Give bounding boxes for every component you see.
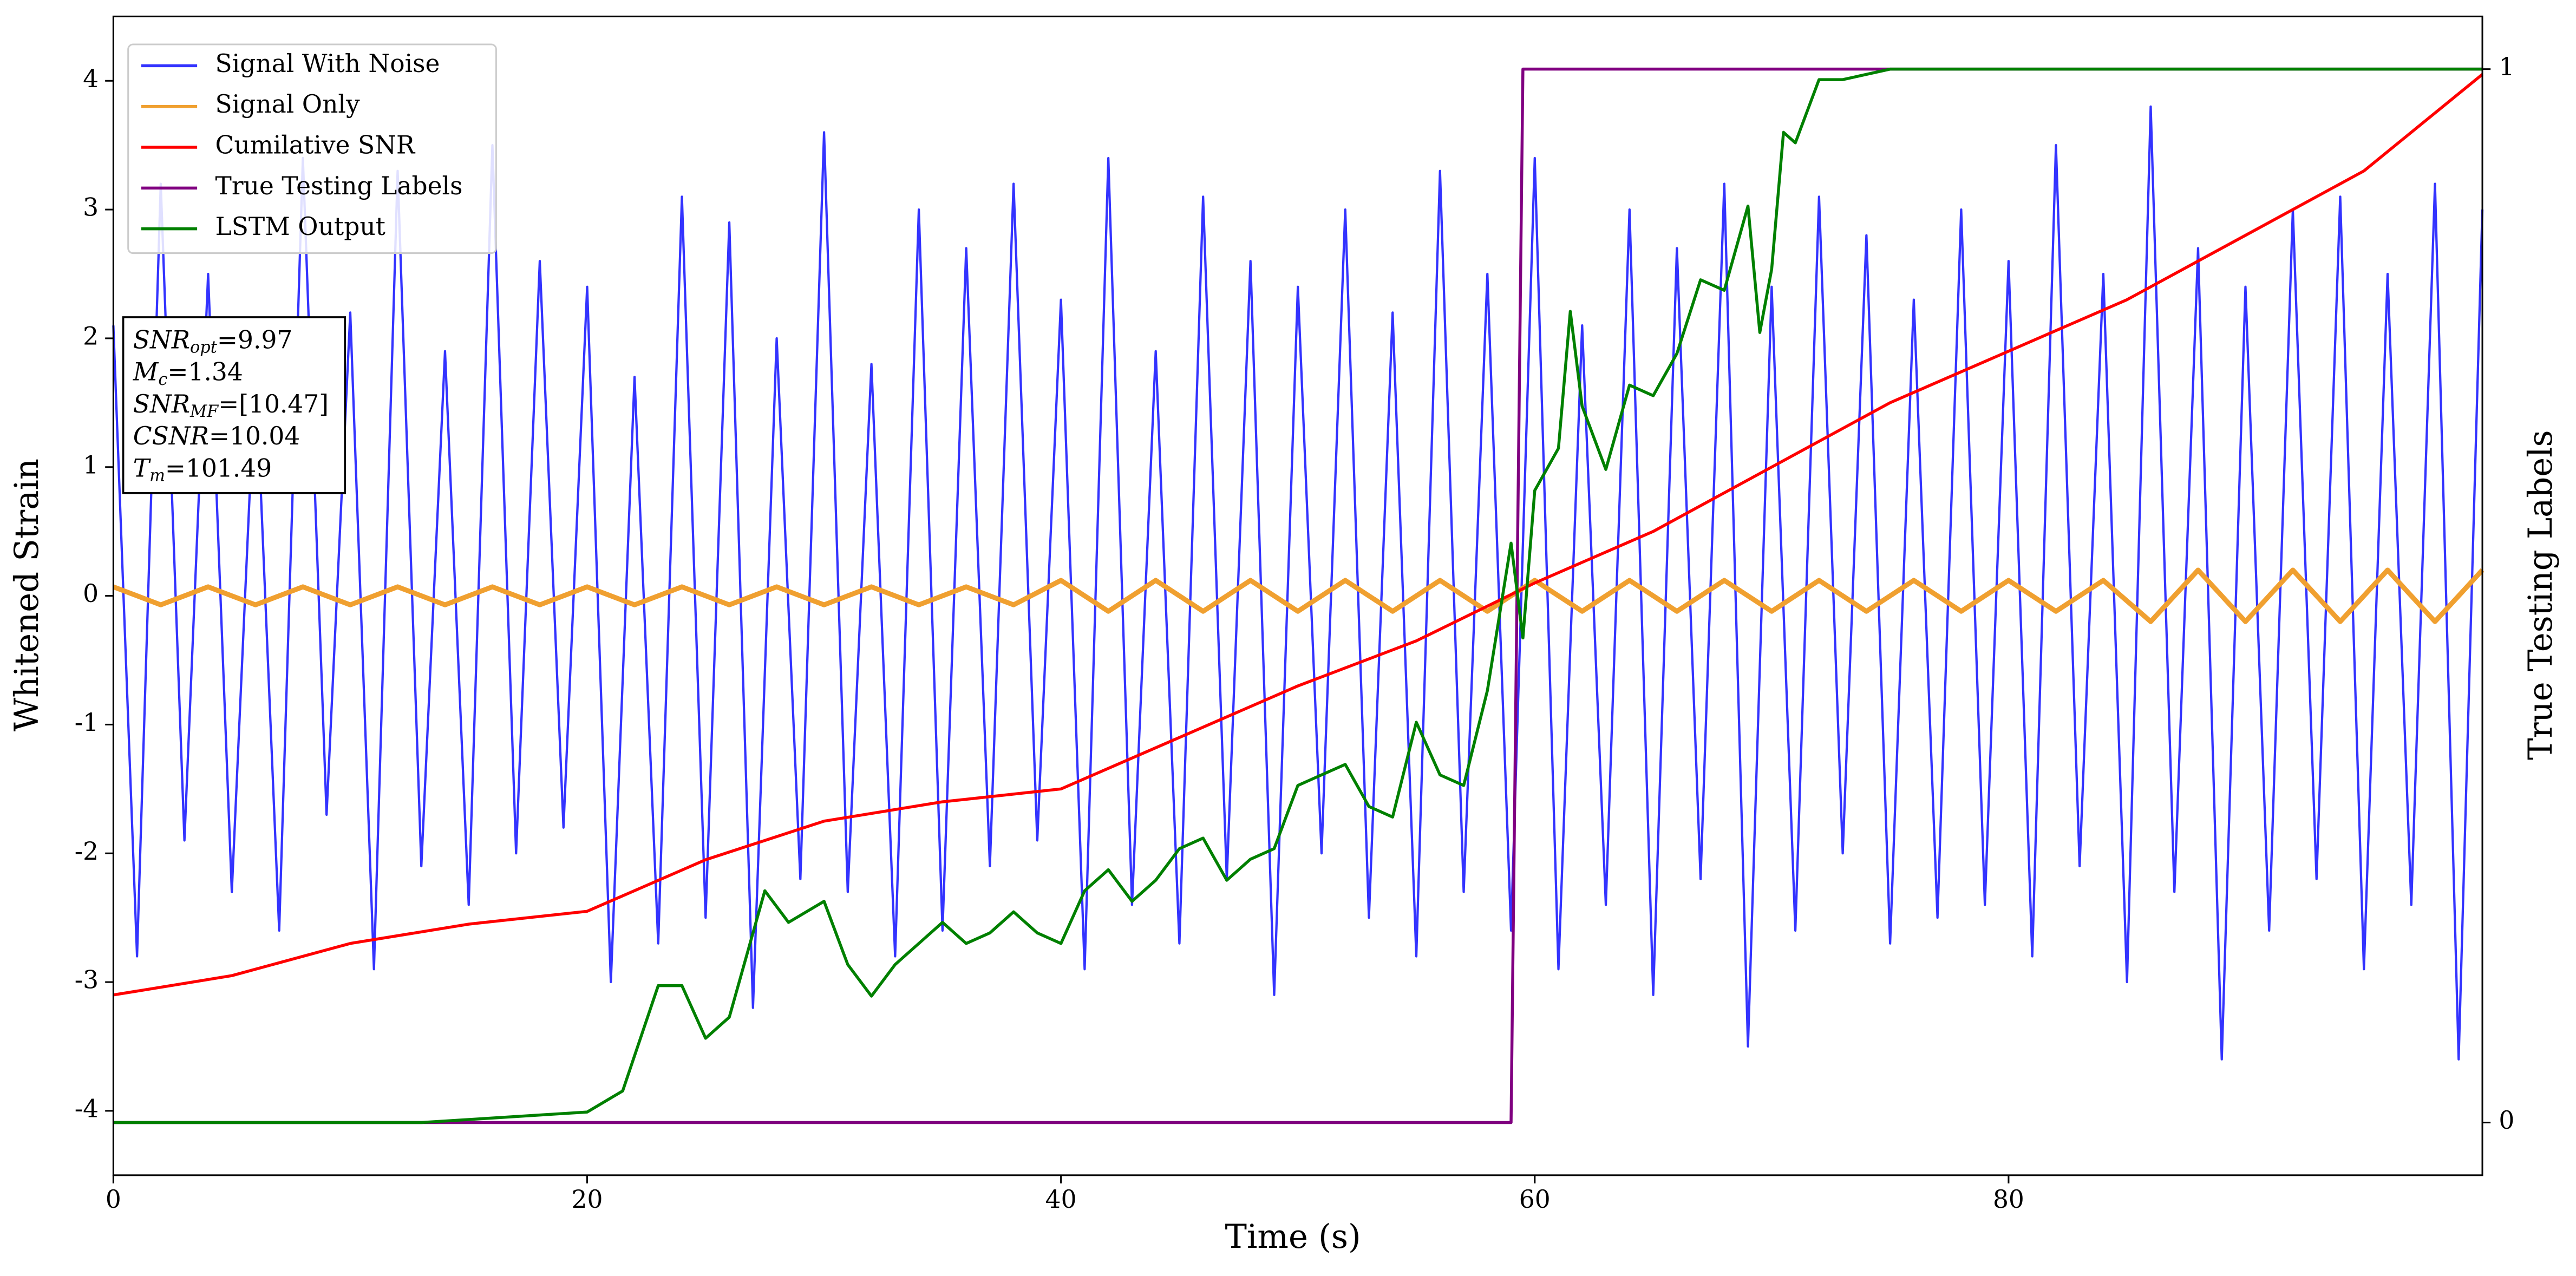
annotation-text: =1.34 [167,357,243,386]
annotation-text: =[10.47] [218,389,329,418]
x-tick-label: 20 [572,1185,603,1214]
annotation-line: Tm=101.49 [133,454,272,486]
y-tick-label: -3 [75,966,99,994]
annotation-line: CSNR=10.04 [133,422,300,450]
y2-axis-label: True Testing Labels [2522,430,2560,760]
y2-tick-label: 1 [2499,53,2514,81]
x-tick-label: 80 [1993,1185,2024,1214]
annotation-symbol: CSNR [133,422,209,450]
annotation-box [122,316,346,494]
annotation-text: =10.04 [209,422,300,450]
y-tick-label: 4 [83,64,99,93]
legend-label: Cumilative SNR [215,131,416,160]
annotation-line: Mc=1.34 [133,357,243,389]
annotation-sub: opt [190,338,218,357]
y2-tick-label: 0 [2499,1106,2514,1135]
y-tick-label: -2 [75,837,99,866]
x-axis-label: Time (s) [1225,1218,1361,1256]
annotation-symbol: M [133,357,159,386]
annotation-text: =9.97 [217,325,292,354]
annotation: SNRopt=9.97Mc=1.34SNRMF=[10.47]CSNR=10.0… [122,316,346,494]
series-line [113,73,2483,997]
legend-label: Signal With Noise [215,49,440,78]
x-tick-label: 0 [106,1185,121,1214]
y-tick-label: 0 [83,579,99,608]
annotation-text: =101.49 [165,454,272,482]
y-tick-label: 3 [83,193,99,222]
annotation-line: SNRopt=9.97 [133,325,293,357]
annotation-sub: m [149,466,165,485]
annotation-sub: MF [189,402,219,421]
y-tick-label: 2 [83,322,99,350]
y-tick-label: -1 [75,708,99,737]
annotation-line: SNRMF=[10.47] [133,389,329,421]
legend-box [127,43,497,254]
legend-label: LSTM Output [215,212,385,241]
series-line [113,67,2483,1124]
annotation-sub: c [158,370,167,389]
y-tick-label: 1 [83,450,99,479]
legend-label: Signal Only [215,90,360,119]
x-tick-label: 60 [1519,1185,1551,1214]
legend-label: True Testing Labels [215,172,463,200]
x-tick-label: 40 [1045,1185,1077,1214]
annotation-symbol: T [133,454,152,482]
annotation-symbol: SNR [133,325,190,354]
series-line [112,105,2484,1061]
annotation-symbol: SNR [133,389,190,418]
y-tick-label: -4 [75,1094,99,1123]
legend: Signal With Noise Signal Only Cumilative S… [127,43,497,254]
y-axis-label: Whitened Strain [8,459,46,731]
series-line [112,567,2485,624]
plot-area [112,67,2485,1124]
